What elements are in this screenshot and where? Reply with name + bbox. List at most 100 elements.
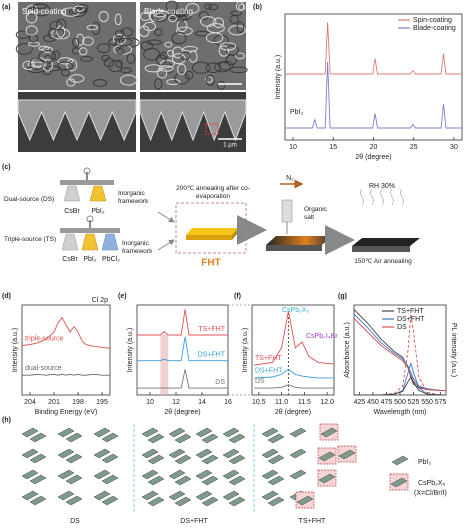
series-line [254, 368, 334, 379]
legend-label: CsPb₂X₅ [418, 480, 446, 487]
pbi2-tile [338, 449, 356, 460]
grain [114, 30, 125, 38]
grain [32, 3, 48, 9]
pbi2-tile [228, 496, 246, 507]
pbi2-tile [21, 490, 39, 501]
cross-section [139, 99, 247, 142]
x-tick-label: 450 [367, 399, 379, 406]
pbi2-tile [65, 495, 83, 506]
grain [29, 57, 44, 71]
grain [198, 11, 209, 20]
y-axis-label: Intensity (a.u.) [127, 328, 134, 372]
x-tick-label: 204 [24, 399, 36, 406]
x-tick-label: 20 [370, 144, 378, 151]
x-tick-label: 201 [48, 399, 60, 406]
pbi2-tile [65, 474, 83, 485]
scale-bar-label: 1 μm [223, 143, 236, 149]
pbi2-tile [29, 474, 47, 485]
image-label: Blade-coating [144, 7, 193, 16]
pbi2-tile [267, 454, 285, 465]
grain [164, 41, 173, 48]
organic-salt-label: Organic salt [304, 206, 327, 221]
x-tick-label: 425 [354, 399, 366, 406]
panel-label: (h) [2, 417, 11, 424]
series-line [354, 313, 446, 396]
grain [205, 62, 222, 74]
grain [42, 69, 52, 76]
grain [49, 20, 63, 31]
pbi2-tile [289, 448, 307, 459]
grain [38, 45, 50, 51]
legend-label: DS [397, 324, 407, 331]
framework-label: Inorganic framework [122, 240, 153, 255]
pbi2-tile [201, 433, 219, 444]
grain [120, 67, 133, 74]
series-label: dual-source [25, 365, 62, 372]
pbi2-tile [195, 427, 213, 438]
pbi2-tile [168, 448, 186, 459]
grain [204, 3, 212, 10]
panel-label: (g) [338, 293, 347, 300]
grain [143, 21, 157, 32]
grain [168, 14, 177, 23]
grain [174, 72, 190, 85]
grain [169, 11, 185, 18]
series-label: TS+FHT [255, 355, 282, 362]
grain [182, 45, 198, 52]
grain [155, 54, 167, 66]
pbi2-tile [101, 453, 119, 464]
grain [75, 33, 85, 46]
pbi2-tile [201, 475, 219, 486]
panel-label: (b) [253, 4, 262, 11]
grain [191, 61, 211, 74]
pbi2-tile [57, 427, 75, 438]
grain [218, 60, 234, 71]
pbi2-tile [29, 432, 47, 443]
panel-c-schematic [60, 167, 420, 255]
pbi2-tile [222, 490, 240, 501]
x-axis-label: Wavelength (nm) [373, 409, 426, 416]
panel-label: (f) [234, 293, 241, 300]
series-line [254, 310, 335, 366]
y2-axis-label: PL intensity (a.u.) [450, 323, 457, 377]
pbi2-tile [201, 496, 219, 507]
x-tick-label: 30 [450, 144, 458, 151]
grain [204, 76, 214, 83]
grain [154, 77, 163, 90]
pbi2-tile [195, 469, 213, 480]
grain [219, 42, 237, 51]
y-axis-label: Absorbance (a.u.) [344, 322, 351, 378]
pbi2-tile [195, 448, 213, 459]
pbi2-tile [141, 469, 159, 480]
pbi2-tile [228, 454, 246, 465]
source-label: Dual-source (DS) [4, 196, 55, 203]
grain [206, 22, 225, 34]
pbi2-tile [29, 453, 47, 464]
pbi2-tile [222, 427, 240, 438]
pbi2-tile [141, 490, 159, 501]
pbi2-tile [267, 496, 285, 507]
precursor-label: PbI₂ [91, 208, 105, 215]
series-line [354, 376, 446, 396]
x-tick-label: 575 [435, 399, 447, 406]
series-label: DS [215, 379, 225, 386]
grain [171, 53, 186, 65]
grain [138, 25, 150, 38]
grain [166, 78, 181, 85]
grain [225, 54, 237, 66]
pbi2-tile [93, 427, 111, 438]
grain [91, 22, 101, 35]
series-line [137, 309, 228, 336]
grain [235, 1, 245, 12]
pbi2-tile [141, 448, 159, 459]
x-tick-label: 525 [408, 399, 420, 406]
pbi2-tile [261, 490, 279, 501]
pbi2-tile [391, 455, 409, 466]
grain [122, 37, 140, 48]
x-axis-label: Binding Energy (eV) [35, 409, 98, 416]
image-label: Spin-coating [22, 7, 66, 16]
grain [236, 21, 245, 33]
pbi2-tile [320, 427, 338, 438]
grain [25, 11, 38, 24]
